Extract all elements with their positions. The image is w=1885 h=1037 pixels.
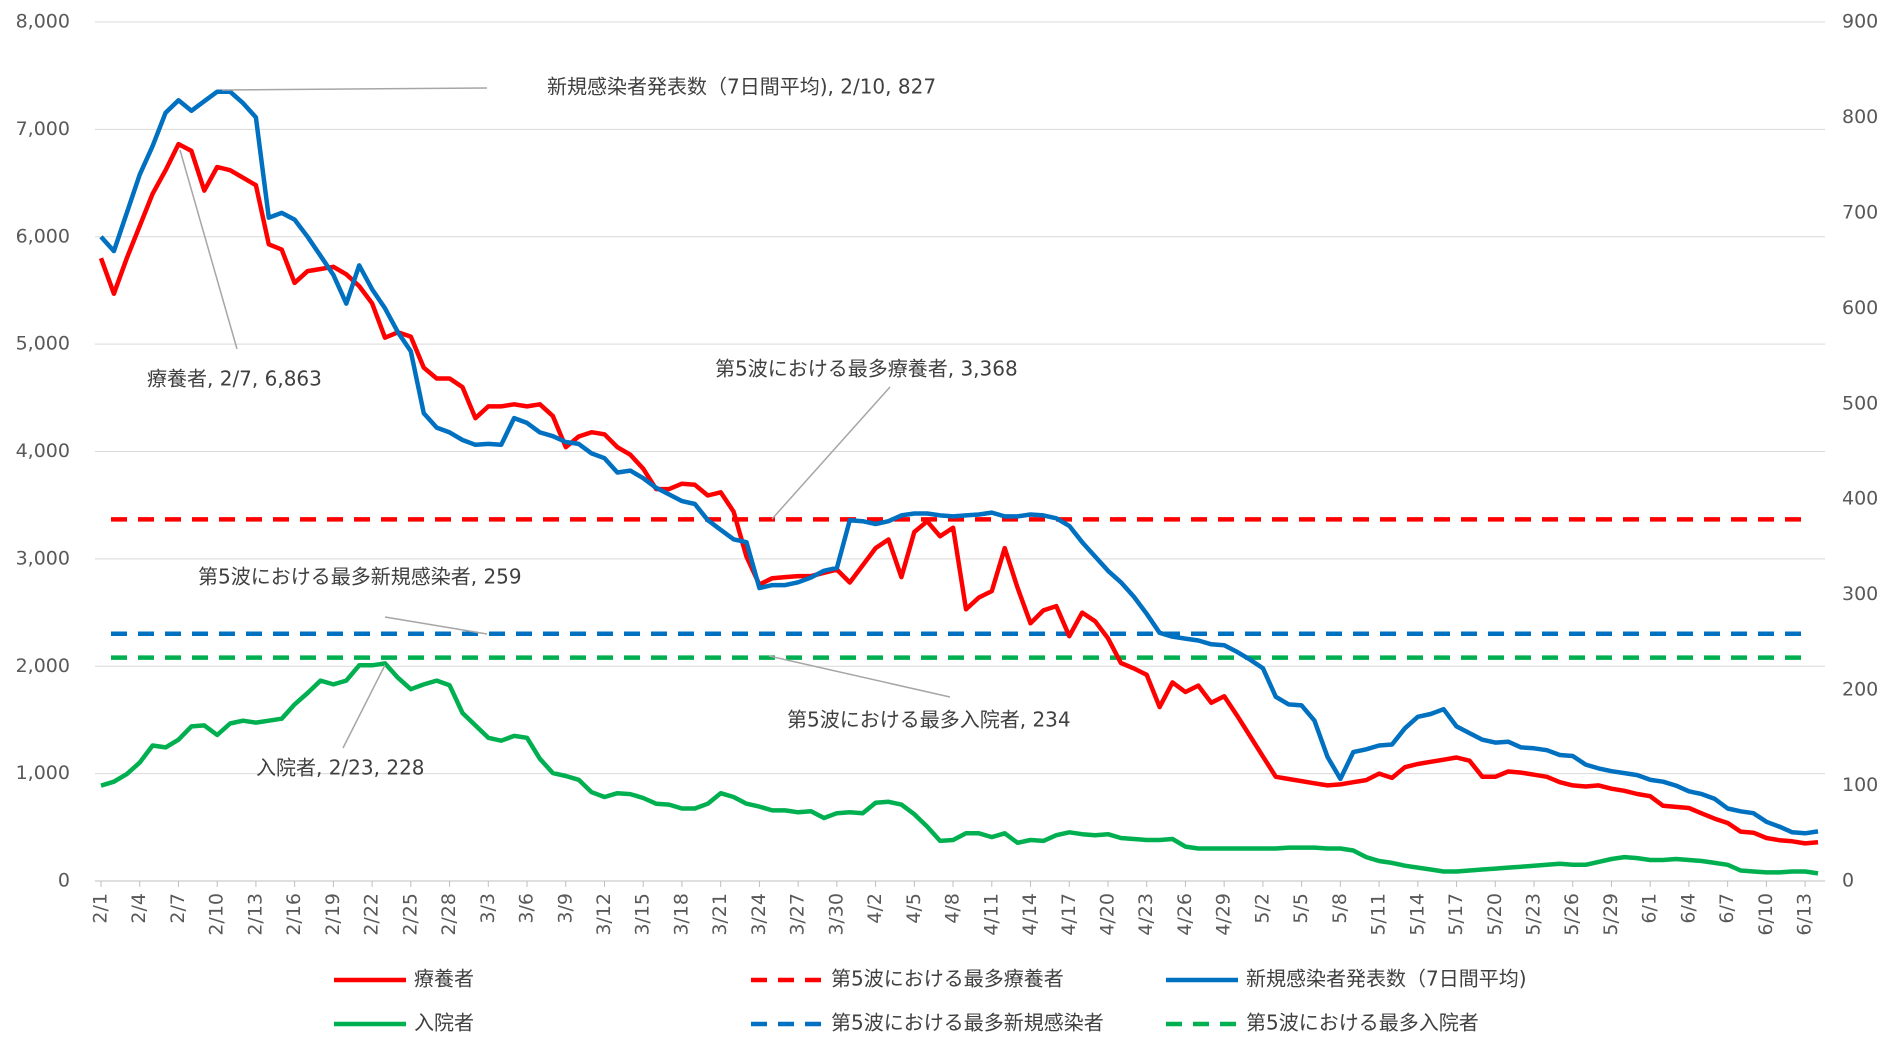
x-tick-label: 3/24 bbox=[748, 893, 770, 936]
y-tick-label: 7,000 bbox=[16, 118, 70, 140]
legend-label: 第5波における最多療養者 bbox=[831, 967, 1064, 991]
y-tick-label: 1,000 bbox=[16, 762, 70, 784]
annotation-leader bbox=[342, 664, 386, 749]
x-tick-label: 6/1 bbox=[1639, 893, 1661, 924]
x-tick-label: 2/4 bbox=[128, 893, 150, 924]
legend-label: 入院者 bbox=[414, 1011, 474, 1035]
x-tick-label: 5/14 bbox=[1406, 893, 1428, 936]
legend-label: 新規感染者発表数（7日間平均) bbox=[1246, 967, 1527, 991]
x-tick-label: 4/17 bbox=[1058, 893, 1080, 936]
x-tick-label: 4/5 bbox=[903, 893, 925, 924]
annotation-leader bbox=[771, 386, 891, 520]
x-tick-label: 5/20 bbox=[1484, 893, 1506, 936]
legend-label: 第5波における最多入院者 bbox=[1246, 1011, 1479, 1035]
x-tick-label: 2/10 bbox=[206, 893, 228, 936]
x-tick-label: 6/10 bbox=[1755, 893, 1777, 936]
x-tick-label: 3/27 bbox=[787, 893, 809, 936]
x-tick-label: 2/16 bbox=[283, 893, 305, 936]
y2-tick-label: 0 bbox=[1842, 870, 1854, 892]
y2-tick-label: 600 bbox=[1842, 297, 1878, 319]
annotation-leader bbox=[768, 655, 951, 698]
annotation-leader bbox=[221, 87, 488, 91]
x-tick-label: 4/14 bbox=[1019, 893, 1041, 936]
x-tick-label: 4/11 bbox=[980, 893, 1002, 936]
y-tick-label: 2,000 bbox=[16, 655, 70, 677]
x-tick-label: 3/21 bbox=[709, 893, 731, 936]
x-tick-label: 4/2 bbox=[864, 893, 886, 924]
x-tick-label: 2/28 bbox=[438, 893, 460, 936]
x-tick-label: 5/23 bbox=[1523, 893, 1545, 936]
x-tick-label: 5/5 bbox=[1290, 893, 1312, 924]
y-tick-label: 3,000 bbox=[16, 547, 70, 569]
y-tick-label: 6,000 bbox=[16, 225, 70, 247]
series-line bbox=[99, 89, 1819, 836]
x-tick-label: 4/29 bbox=[1213, 893, 1235, 936]
y2-tick-label: 400 bbox=[1842, 488, 1878, 510]
annotation: 第5波における最多療養者, 3,368 bbox=[715, 357, 1018, 381]
x-tick-label: 5/2 bbox=[1251, 893, 1273, 924]
x-tick-label: 3/15 bbox=[632, 893, 654, 936]
x-tick-label: 4/23 bbox=[1135, 893, 1157, 936]
annotation: 第5波における最多入院者, 234 bbox=[787, 708, 1071, 732]
x-tick-label: 2/22 bbox=[361, 893, 383, 936]
x-tick-label: 5/26 bbox=[1561, 893, 1583, 936]
x-tick-label: 4/20 bbox=[1096, 893, 1118, 936]
x-tick-label: 4/26 bbox=[1174, 893, 1196, 936]
x-tick-label: 3/3 bbox=[477, 893, 499, 924]
y2-tick-label: 200 bbox=[1842, 679, 1878, 701]
y-tick-label: 5,000 bbox=[16, 333, 70, 355]
series-line bbox=[100, 661, 1819, 876]
x-tick-label: 5/8 bbox=[1329, 893, 1351, 924]
y-tick-label: 4,000 bbox=[16, 440, 70, 462]
x-tick-label: 3/18 bbox=[670, 893, 692, 936]
x-tick-label: 2/1 bbox=[90, 893, 112, 924]
x-tick-label: 2/25 bbox=[399, 893, 421, 936]
y2-tick-label: 700 bbox=[1842, 201, 1878, 223]
x-tick-label: 5/11 bbox=[1368, 893, 1390, 936]
legend-label: 療養者 bbox=[414, 967, 474, 991]
y-tick-label: 8,000 bbox=[16, 11, 70, 33]
annotation: 新規感染者発表数（7日間平均), 2/10, 827 bbox=[547, 75, 936, 99]
x-tick-label: 4/8 bbox=[942, 893, 964, 924]
y2-tick-label: 900 bbox=[1842, 11, 1878, 33]
annotation: 第5波における最多新規感染者, 259 bbox=[198, 565, 522, 589]
x-tick-label: 6/4 bbox=[1677, 893, 1699, 924]
x-tick-label: 2/13 bbox=[244, 893, 266, 936]
x-tick-label: 5/29 bbox=[1600, 893, 1622, 936]
x-tick-label: 3/12 bbox=[593, 893, 615, 936]
annotation-leader bbox=[179, 149, 238, 350]
y2-tick-label: 800 bbox=[1842, 106, 1878, 128]
annotation: 療養者, 2/7, 6,863 bbox=[147, 367, 322, 391]
x-tick-label: 5/17 bbox=[1445, 893, 1467, 936]
y-tick-label: 0 bbox=[58, 870, 70, 892]
x-tick-label: 2/7 bbox=[167, 893, 189, 924]
x-tick-label: 6/13 bbox=[1794, 893, 1816, 936]
y2-tick-label: 100 bbox=[1842, 774, 1878, 796]
legend-label: 第5波における最多新規感染者 bbox=[831, 1011, 1104, 1035]
annotation: 入院者, 2/23, 228 bbox=[256, 756, 425, 780]
x-tick-label: 3/6 bbox=[516, 893, 538, 924]
x-tick-label: 2/19 bbox=[322, 893, 344, 936]
x-tick-label: 6/7 bbox=[1716, 893, 1738, 924]
y2-tick-label: 500 bbox=[1842, 392, 1878, 414]
series-line bbox=[98, 141, 1819, 846]
x-tick-label: 3/30 bbox=[825, 893, 847, 936]
annotation-leader bbox=[384, 616, 488, 635]
x-tick-label: 3/9 bbox=[554, 893, 576, 924]
y2-tick-label: 300 bbox=[1842, 583, 1878, 605]
